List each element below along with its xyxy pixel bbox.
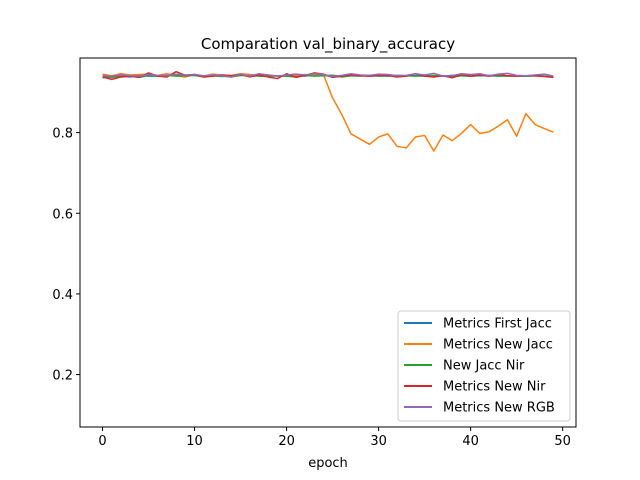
plot-lines bbox=[102, 70, 554, 152]
legend-box bbox=[397, 310, 571, 422]
x-tick-label: 50 bbox=[554, 434, 571, 449]
x-tick-label: 20 bbox=[278, 434, 295, 449]
legend-label-metrics-first-jacc: Metrics First Jacc bbox=[443, 317, 552, 332]
x-tick-label: 0 bbox=[98, 434, 106, 449]
legend-label-metrics-new-nir: Metrics New Nir bbox=[443, 380, 546, 395]
chart-title: Comparation val_binary_accuracy bbox=[201, 35, 455, 54]
y-tick-label: 0.4 bbox=[52, 288, 73, 303]
x-tick-label: 40 bbox=[462, 434, 479, 449]
x-axis-label: epoch bbox=[308, 456, 348, 471]
y-axis: 0.2 0.4 0.6 0.8 bbox=[52, 127, 80, 384]
y-tick-label: 0.6 bbox=[52, 207, 73, 222]
y-tick-label: 0.2 bbox=[52, 369, 73, 384]
legend: Metrics First Jacc Metrics New Jacc New Ja… bbox=[397, 310, 571, 422]
legend-label-metrics-new-jacc: Metrics New Jacc bbox=[443, 338, 553, 353]
legend-label-new-jacc-nir: New Jacc Nir bbox=[443, 359, 525, 374]
legend-label-metrics-new-rgb: Metrics New RGB bbox=[443, 401, 555, 416]
x-tick-label: 10 bbox=[186, 434, 203, 449]
series-line-metrics-new-rgb bbox=[102, 72, 554, 78]
x-axis: 0 10 20 30 40 50 bbox=[98, 427, 571, 449]
y-tick-label: 0.8 bbox=[52, 127, 73, 142]
x-tick-label: 30 bbox=[370, 434, 387, 449]
plot-frame bbox=[79, 57, 577, 428]
